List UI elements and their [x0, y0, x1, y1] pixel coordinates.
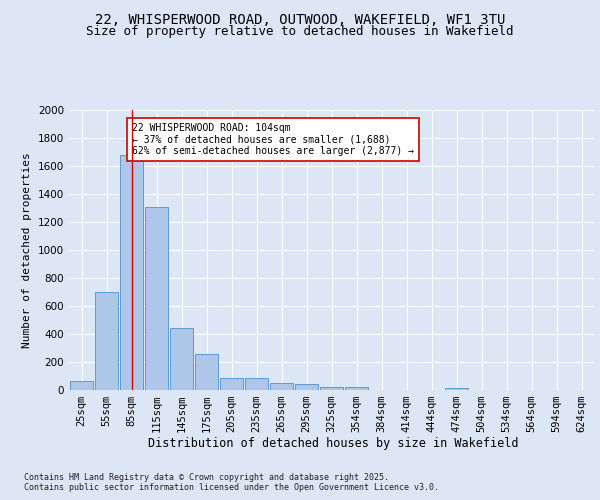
Bar	[95, 292, 118, 390]
Text: 22, WHISPERWOOD ROAD, OUTWOOD, WAKEFIELD, WF1 3TU: 22, WHISPERWOOD ROAD, OUTWOOD, WAKEFIELD…	[95, 12, 505, 26]
Text: Size of property relative to detached houses in Wakefield: Size of property relative to detached ho…	[86, 25, 514, 38]
Bar	[270, 383, 293, 390]
Bar	[145, 206, 168, 390]
Text: Contains public sector information licensed under the Open Government Licence v3: Contains public sector information licen…	[24, 484, 439, 492]
Bar	[220, 378, 243, 390]
Text: Contains HM Land Registry data © Crown copyright and database right 2025.: Contains HM Land Registry data © Crown c…	[24, 472, 389, 482]
Bar	[70, 381, 93, 390]
Bar	[295, 384, 318, 390]
Bar	[320, 386, 343, 390]
Bar	[170, 328, 193, 390]
Text: Distribution of detached houses by size in Wakefield: Distribution of detached houses by size …	[148, 438, 518, 450]
Text: 22 WHISPERWOOD ROAD: 104sqm
← 37% of detached houses are smaller (1,688)
62% of : 22 WHISPERWOOD ROAD: 104sqm ← 37% of det…	[132, 122, 414, 156]
Bar	[245, 378, 268, 390]
Bar	[345, 386, 368, 390]
Bar	[195, 354, 218, 390]
Bar	[445, 388, 468, 390]
Y-axis label: Number of detached properties: Number of detached properties	[22, 152, 32, 348]
Bar	[120, 155, 143, 390]
